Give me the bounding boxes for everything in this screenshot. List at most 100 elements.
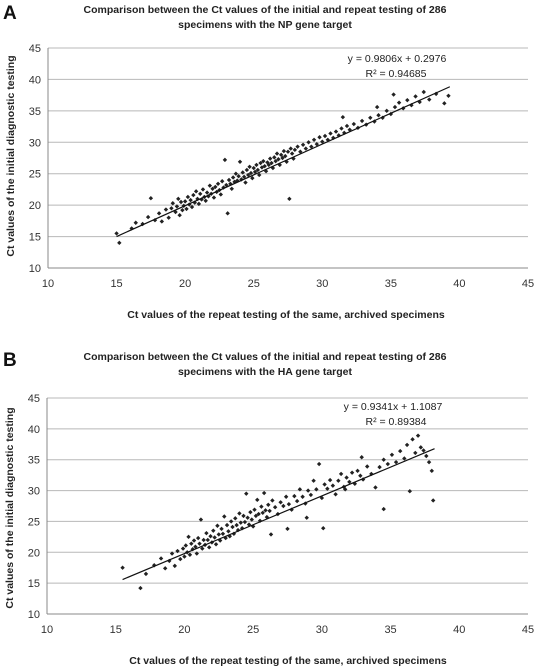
data-point: [246, 172, 251, 178]
axes: 10 15 20 25 30 35 40 45 10 15 20 25 30 35 40 45: [29, 43, 534, 290]
data-point: [289, 151, 295, 156]
data-point: [193, 189, 199, 194]
data-point: [215, 523, 220, 528]
y-tick-label: 40: [29, 74, 41, 86]
data-point: [189, 204, 195, 210]
data-point: [189, 541, 194, 546]
data-point: [200, 546, 205, 551]
panel-label: A: [3, 3, 17, 24]
data-point: [374, 104, 380, 110]
data-point: [292, 147, 298, 153]
y-tick-label: 30: [28, 486, 40, 498]
y-tick-label: 40: [28, 424, 40, 436]
y-tick-label: 30: [29, 137, 41, 149]
data-point: [442, 101, 447, 106]
y-tick-label: 15: [29, 232, 41, 244]
data-point: [176, 196, 181, 202]
data-points: [120, 433, 436, 591]
y-tick-label: 45: [29, 43, 41, 55]
data-point: [331, 135, 336, 141]
data-point: [396, 100, 402, 105]
data-point: [180, 207, 185, 213]
r-squared: R² = 0.94685: [365, 68, 426, 80]
panel-b: B Comparison between the Ct values of th…: [3, 350, 534, 667]
x-tick-label: 15: [110, 624, 122, 636]
data-point: [261, 158, 266, 164]
data-point: [143, 571, 149, 577]
data-point: [187, 552, 193, 557]
data-point: [220, 531, 226, 536]
data-point: [235, 178, 240, 183]
data-point: [304, 515, 309, 520]
data-point: [333, 129, 339, 134]
data-point: [207, 183, 213, 188]
data-point: [267, 156, 273, 161]
data-point: [392, 104, 398, 110]
data-point: [248, 509, 253, 515]
data-point: [148, 196, 154, 201]
data-point: [169, 551, 175, 556]
data-point: [180, 546, 186, 551]
data-point: [206, 545, 212, 550]
panel-a: A Comparison between the Ct values of th…: [3, 3, 534, 321]
data-point: [280, 155, 285, 161]
data-point: [212, 535, 217, 540]
data-point: [385, 461, 391, 467]
data-point: [249, 517, 254, 522]
data-point: [234, 522, 239, 528]
data-point: [344, 123, 350, 129]
data-point: [229, 186, 234, 191]
data-point: [270, 498, 275, 503]
data-point: [340, 114, 346, 120]
data-point: [211, 528, 216, 533]
data-point: [295, 144, 300, 149]
data-point: [232, 179, 237, 185]
data-point: [309, 144, 314, 149]
data-point: [251, 165, 256, 171]
data-point: [140, 221, 145, 227]
data-point: [405, 97, 410, 103]
data-point: [294, 498, 300, 504]
x-tick-label: 15: [110, 278, 122, 290]
data-point: [306, 140, 311, 145]
data-point: [283, 494, 289, 499]
data-point: [239, 177, 244, 182]
data-point: [219, 179, 225, 184]
data-point: [200, 187, 206, 192]
data-point: [252, 507, 257, 512]
data-point: [430, 498, 436, 503]
data-point: [238, 520, 243, 525]
data-point: [184, 206, 189, 212]
y-tick-label: 20: [29, 200, 41, 212]
data-point: [244, 491, 249, 496]
data-point: [182, 199, 188, 204]
data-point: [170, 201, 175, 206]
data-point: [291, 156, 296, 161]
data-point: [365, 464, 370, 469]
trendline: [116, 86, 451, 238]
data-point: [322, 482, 327, 487]
data-point: [226, 177, 232, 183]
data-point: [158, 556, 164, 561]
data-point: [389, 452, 395, 457]
data-point: [177, 213, 182, 218]
data-point: [427, 97, 432, 102]
data-point: [276, 157, 281, 162]
data-point: [192, 200, 197, 205]
data-point: [248, 170, 254, 176]
data-point: [273, 158, 278, 164]
data-point: [226, 529, 231, 534]
data-point: [269, 160, 274, 166]
data-point: [208, 534, 213, 539]
data-point: [230, 175, 236, 180]
data-point: [178, 556, 183, 562]
x-tick-label: 20: [178, 624, 190, 636]
data-point: [410, 437, 415, 442]
data-point: [368, 115, 373, 120]
data-point: [376, 113, 381, 118]
data-point: [263, 508, 268, 513]
data-point: [259, 504, 264, 509]
data-point: [322, 133, 328, 139]
data-point: [272, 155, 277, 160]
data-point: [253, 513, 259, 519]
